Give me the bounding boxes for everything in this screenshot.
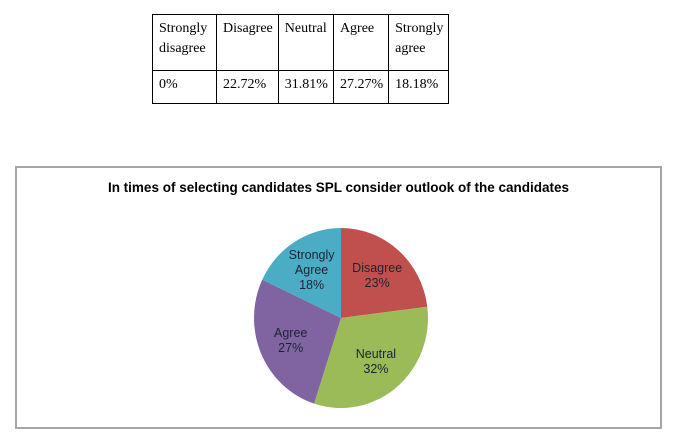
table-data-cell: 22.72% xyxy=(216,70,279,104)
chart-title: In times of selecting candidates SPL con… xyxy=(107,180,570,195)
pie-slice-strongly-agree xyxy=(262,228,341,318)
pie-chart-panel: In times of selecting candidates SPL con… xyxy=(15,166,662,429)
pie-slice-label: 23% xyxy=(365,276,390,290)
table-header-cell: Strongly disagree xyxy=(152,14,217,71)
table-data-cell: 27.27% xyxy=(332,70,390,104)
table-header-cell: Disagree xyxy=(216,14,279,71)
pie-slice-label: Disagree xyxy=(352,261,402,275)
pie-slice-disagree xyxy=(341,228,428,318)
pie-chart: Disagree23%Neutral32%Agree27%StronglyAgr… xyxy=(253,228,428,409)
survey-table: Strongly disagree Disagree Neutral Agree… xyxy=(152,14,450,104)
table-header-cell: Strongly agree xyxy=(388,14,450,71)
table-data-cell: 31.81% xyxy=(277,70,334,104)
pie-slice-label: Agree xyxy=(274,326,307,340)
pie-slice-label: 18% xyxy=(299,278,324,292)
pie-slice-label: Neutral xyxy=(356,347,396,361)
table-header-cell: Neutral xyxy=(277,14,334,71)
pie-slice-neutral xyxy=(314,306,428,409)
table-header-row: Strongly disagree Disagree Neutral Agree… xyxy=(152,14,450,71)
survey-table-container: Strongly disagree Disagree Neutral Agree… xyxy=(152,14,450,104)
table-data-cell: 18.18% xyxy=(388,70,450,104)
pie-slice-label: 27% xyxy=(278,341,303,355)
pie-slice-label: Agree xyxy=(295,263,328,277)
pie-slice-label: 32% xyxy=(363,362,388,376)
pie-slice-agree xyxy=(253,279,341,404)
table-header-cell: Agree xyxy=(332,14,390,71)
pie-slice-label: Strongly xyxy=(289,248,336,262)
table-data-row: 0% 22.72% 31.81% 27.27% 18.18% xyxy=(152,70,450,104)
table-data-cell: 0% xyxy=(152,70,217,104)
